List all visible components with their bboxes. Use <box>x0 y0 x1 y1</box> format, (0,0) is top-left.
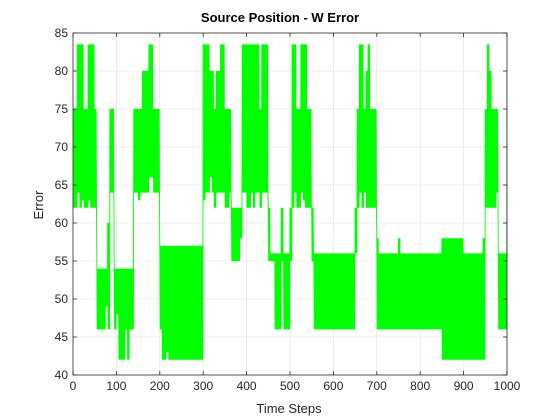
y-tick-label: 70 <box>55 140 69 154</box>
series-line <box>73 44 507 360</box>
tick-labels: 0 100 200 300 400 500 600 700 800 900 1000 40 45 50 55… <box>55 26 521 393</box>
y-tick-label: 45 <box>55 330 69 344</box>
ticks <box>72 32 508 376</box>
x-tick-label: 300 <box>193 379 213 393</box>
y-tick-label: 55 <box>55 254 69 268</box>
y-tick-label: 40 <box>55 368 69 382</box>
x-tick-label: 900 <box>454 379 474 393</box>
x-axis-label: Time Steps <box>256 401 322 416</box>
y-tick-label: 75 <box>55 102 69 116</box>
x-tick-label: 1000 <box>494 379 521 393</box>
chart-title: Source Position - W Error <box>201 10 359 25</box>
x-tick-label: 800 <box>410 379 430 393</box>
x-tick-label: 0 <box>70 379 77 393</box>
x-tick-label: 600 <box>323 379 343 393</box>
y-tick-label: 60 <box>55 216 69 230</box>
x-tick-label: 500 <box>280 379 300 393</box>
y-tick-label: 65 <box>55 178 69 192</box>
x-tick-label: 700 <box>367 379 387 393</box>
y-tick-label: 50 <box>55 292 69 306</box>
x-tick-label: 100 <box>106 379 126 393</box>
y-axis-label: Error <box>31 190 46 220</box>
x-tick-label: 400 <box>237 379 257 393</box>
x-tick-label: 200 <box>150 379 170 393</box>
series-layer <box>73 44 507 360</box>
y-tick-label: 80 <box>55 64 69 78</box>
y-tick-label: 85 <box>55 26 69 40</box>
